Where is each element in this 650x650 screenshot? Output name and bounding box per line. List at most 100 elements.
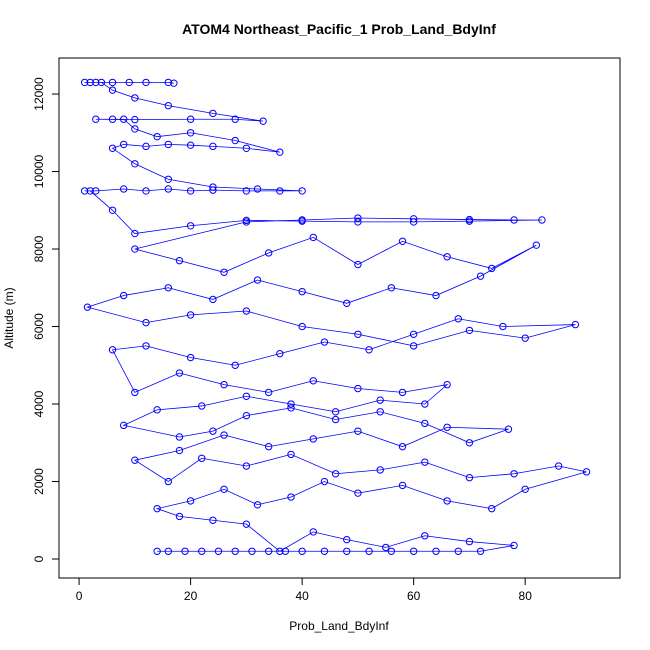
y-tick-label: 10000 — [32, 155, 46, 189]
data-point — [554, 462, 563, 470]
data-point — [242, 307, 251, 315]
data-point — [209, 109, 217, 118]
data-point — [248, 547, 256, 555]
data-point — [443, 423, 451, 431]
x-tick-label: 60 — [407, 589, 421, 603]
data-point — [175, 256, 184, 265]
data-point — [131, 456, 139, 464]
data-point — [86, 78, 94, 87]
data-point — [276, 187, 284, 195]
data-point — [264, 249, 273, 257]
data-point — [287, 400, 295, 408]
data-point — [175, 446, 184, 455]
data-point — [354, 214, 362, 222]
data-point — [164, 477, 173, 486]
data-point — [83, 303, 92, 311]
data-point — [309, 435, 317, 443]
data-point — [298, 287, 306, 296]
data-point — [276, 148, 284, 156]
data-point — [175, 512, 184, 521]
data-point — [287, 404, 295, 412]
data-point — [186, 353, 195, 362]
data-point — [264, 442, 273, 451]
data-point — [231, 136, 239, 145]
data-point — [465, 326, 474, 335]
data-point — [209, 183, 217, 191]
data-point — [108, 144, 117, 152]
data-point — [108, 115, 117, 123]
data-point — [409, 547, 418, 555]
data-point — [510, 470, 518, 478]
data-point — [80, 187, 89, 195]
data-point — [409, 218, 418, 226]
data-point — [242, 392, 251, 400]
data-point — [220, 431, 228, 439]
data-point — [538, 216, 546, 224]
data-point — [142, 342, 150, 350]
data-point — [164, 175, 173, 183]
data-point — [119, 115, 128, 123]
data-point — [276, 349, 284, 358]
data-point — [186, 141, 195, 149]
data-point — [92, 187, 100, 195]
data-point — [309, 528, 317, 536]
y-axis-label: Altitude (m) — [2, 287, 16, 348]
data-point — [186, 115, 195, 123]
data-point — [131, 115, 139, 124]
data-point — [398, 442, 407, 451]
data-point — [231, 115, 239, 123]
data-point — [186, 187, 195, 195]
data-point — [92, 115, 100, 123]
data-point — [186, 129, 195, 137]
data-point — [354, 384, 362, 393]
data-point — [354, 218, 362, 226]
data-point — [198, 454, 206, 462]
data-point — [382, 543, 390, 552]
data-point — [175, 433, 184, 441]
data-point — [398, 481, 407, 490]
x-tick-label: 20 — [184, 589, 198, 603]
data-point — [175, 369, 184, 377]
y-tick-label: 2000 — [32, 468, 46, 495]
data-point — [504, 425, 513, 433]
data-point — [131, 229, 139, 238]
data-point — [281, 547, 290, 555]
data-point — [164, 547, 173, 555]
data-point — [220, 268, 228, 276]
data-line — [84, 82, 587, 552]
data-point — [153, 406, 161, 414]
data-point — [164, 284, 173, 292]
data-point — [164, 101, 173, 110]
data-point — [465, 537, 474, 546]
data-point — [465, 439, 474, 447]
data-point — [421, 458, 429, 466]
data-point — [343, 299, 351, 307]
data-point — [354, 489, 362, 497]
data-point — [354, 330, 362, 338]
data-point — [376, 408, 384, 416]
data-point — [409, 330, 418, 338]
data-point — [97, 78, 106, 87]
data-point — [170, 79, 178, 87]
y-tick-label: 4000 — [32, 390, 46, 417]
data-point — [242, 144, 251, 152]
data-point — [131, 94, 139, 102]
data-point — [287, 450, 295, 459]
data-point — [142, 187, 150, 195]
data-point — [242, 462, 251, 470]
data-point — [198, 547, 206, 555]
data-point — [264, 388, 273, 397]
data-point — [119, 421, 128, 430]
data-point — [454, 547, 462, 555]
data-point — [298, 322, 306, 331]
data-point — [125, 78, 133, 87]
data-point — [365, 547, 373, 555]
data-point — [131, 388, 139, 397]
data-point — [521, 334, 529, 342]
data-point — [209, 295, 217, 304]
y-tick-label: 12000 — [32, 77, 46, 111]
data-point — [131, 125, 139, 133]
x-tick-label: 80 — [519, 589, 533, 603]
y-tick-label: 6000 — [32, 313, 46, 340]
chart-title: ATOM4 Northeast_Pacific_1 Prob_Land_BdyI… — [182, 21, 496, 37]
